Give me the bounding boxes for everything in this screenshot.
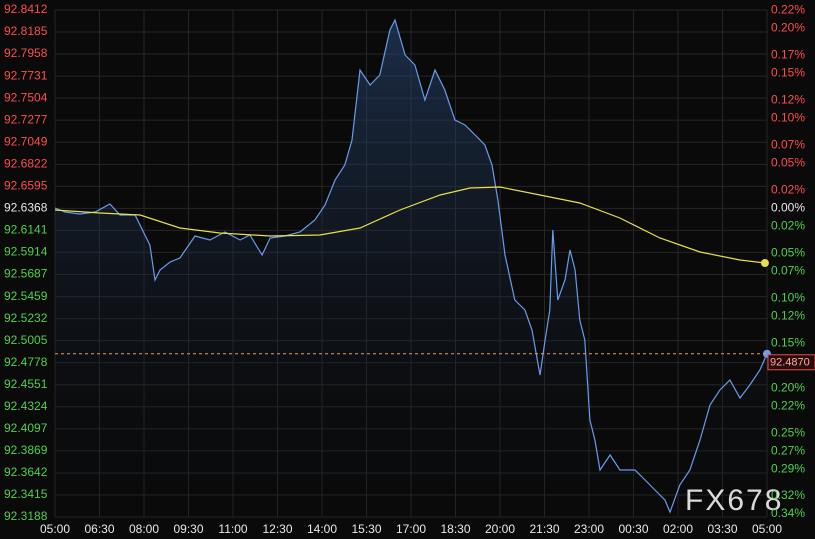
y-tick-label: 92.6595 [4,179,48,193]
y-tick-label: 92.3869 [4,443,48,457]
y-tick-label: 92.3642 [4,465,48,479]
y2-tick-label: 0.05% [771,156,805,170]
y2-tick-label: 0.10% [771,290,805,304]
watermark: FX678 [685,484,783,517]
y2-tick-label: 0.29% [771,461,805,475]
y-tick-label: 92.5005 [4,333,48,347]
y-tick-label: 92.5687 [4,267,48,281]
y-tick-label: 92.8185 [4,24,48,38]
y-tick-label: 92.6368 [4,201,48,215]
y2-tick-label: 0.10% [771,111,805,125]
x-tick-label: 09:30 [173,522,203,536]
x-tick-label: 17:00 [396,522,426,536]
y-tick-label: 92.5914 [4,245,48,259]
y2-tick-label: 0.02% [771,183,805,197]
x-tick-label: 21:30 [529,522,559,536]
x-tick-label: 23:00 [574,522,604,536]
y2-tick-label: 0.07% [771,263,805,277]
x-tick-label: 12:30 [262,522,292,536]
y2-tick-label: 0.32% [771,488,805,502]
y-tick-label: 92.4551 [4,377,48,391]
y-tick-label: 92.3415 [4,487,48,501]
y-tick-label: 92.4097 [4,421,48,435]
y2-tick-label: 0.00% [771,201,805,215]
y-tick-label: 92.8412 [4,2,48,16]
y-tick-label: 92.7504 [4,90,48,104]
y2-tick-label: 0.12% [771,308,805,322]
y2-tick-label: 0.27% [771,443,805,457]
y-tick-label: 92.7731 [4,68,48,82]
series-line [54,18,768,514]
x-tick-label: 11:00 [218,522,247,536]
y-tick-label: 92.7277 [4,112,48,126]
y-tick-label: 92.7049 [4,134,48,148]
y2-tick-label: 0.15% [771,335,805,349]
y-tick-label: 92.5459 [4,289,48,303]
y2-tick-label: 0.15% [771,66,805,80]
y-tick-label: 92.6822 [4,156,48,170]
x-tick-label: 15:30 [351,522,381,536]
y-tick-label: 92.5232 [4,311,48,325]
x-tick-label: 18:30 [440,522,470,536]
x-tick-label: 05:00 [40,522,70,536]
x-tick-label: 06:30 [84,522,114,536]
end-dot [760,259,769,268]
y2-tick-label: 0.12% [771,93,805,107]
y2-tick-label: 0.22% [771,398,805,412]
x-tick-label: 03:30 [707,522,737,536]
y2-tick-label: 0.25% [771,425,805,439]
series-line [54,186,765,264]
price-area [55,20,767,517]
y-tick-label: 92.7958 [4,46,48,60]
x-tick-label: 14:00 [307,522,337,536]
y2-tick-label: 0.02% [771,218,805,232]
last-price-label: 92.4870 [770,357,810,369]
y2-tick-label: 0.20% [771,21,805,35]
y2-tick-label: 0.22% [771,3,805,17]
y2-tick-label: 0.05% [771,245,805,259]
x-tick-label: 08:00 [129,522,159,536]
y-tick-label: 92.4778 [4,355,48,369]
y-tick-label: 92.4324 [4,399,48,413]
y2-tick-label: 0.34% [771,506,805,520]
x-tick-label: 02:00 [663,522,693,536]
x-tick-label: 20:00 [485,522,515,536]
y2-tick-label: 0.17% [771,48,805,62]
y2-tick-label: 0.07% [771,138,805,152]
x-tick-label: 05:00 [752,522,782,536]
y-tick-label: 92.3188 [4,509,48,523]
y-tick-label: 92.6141 [4,223,48,237]
last-price-box [767,354,815,371]
x-tick-label: 00:30 [618,522,648,536]
y2-tick-label: 0.20% [771,380,805,394]
